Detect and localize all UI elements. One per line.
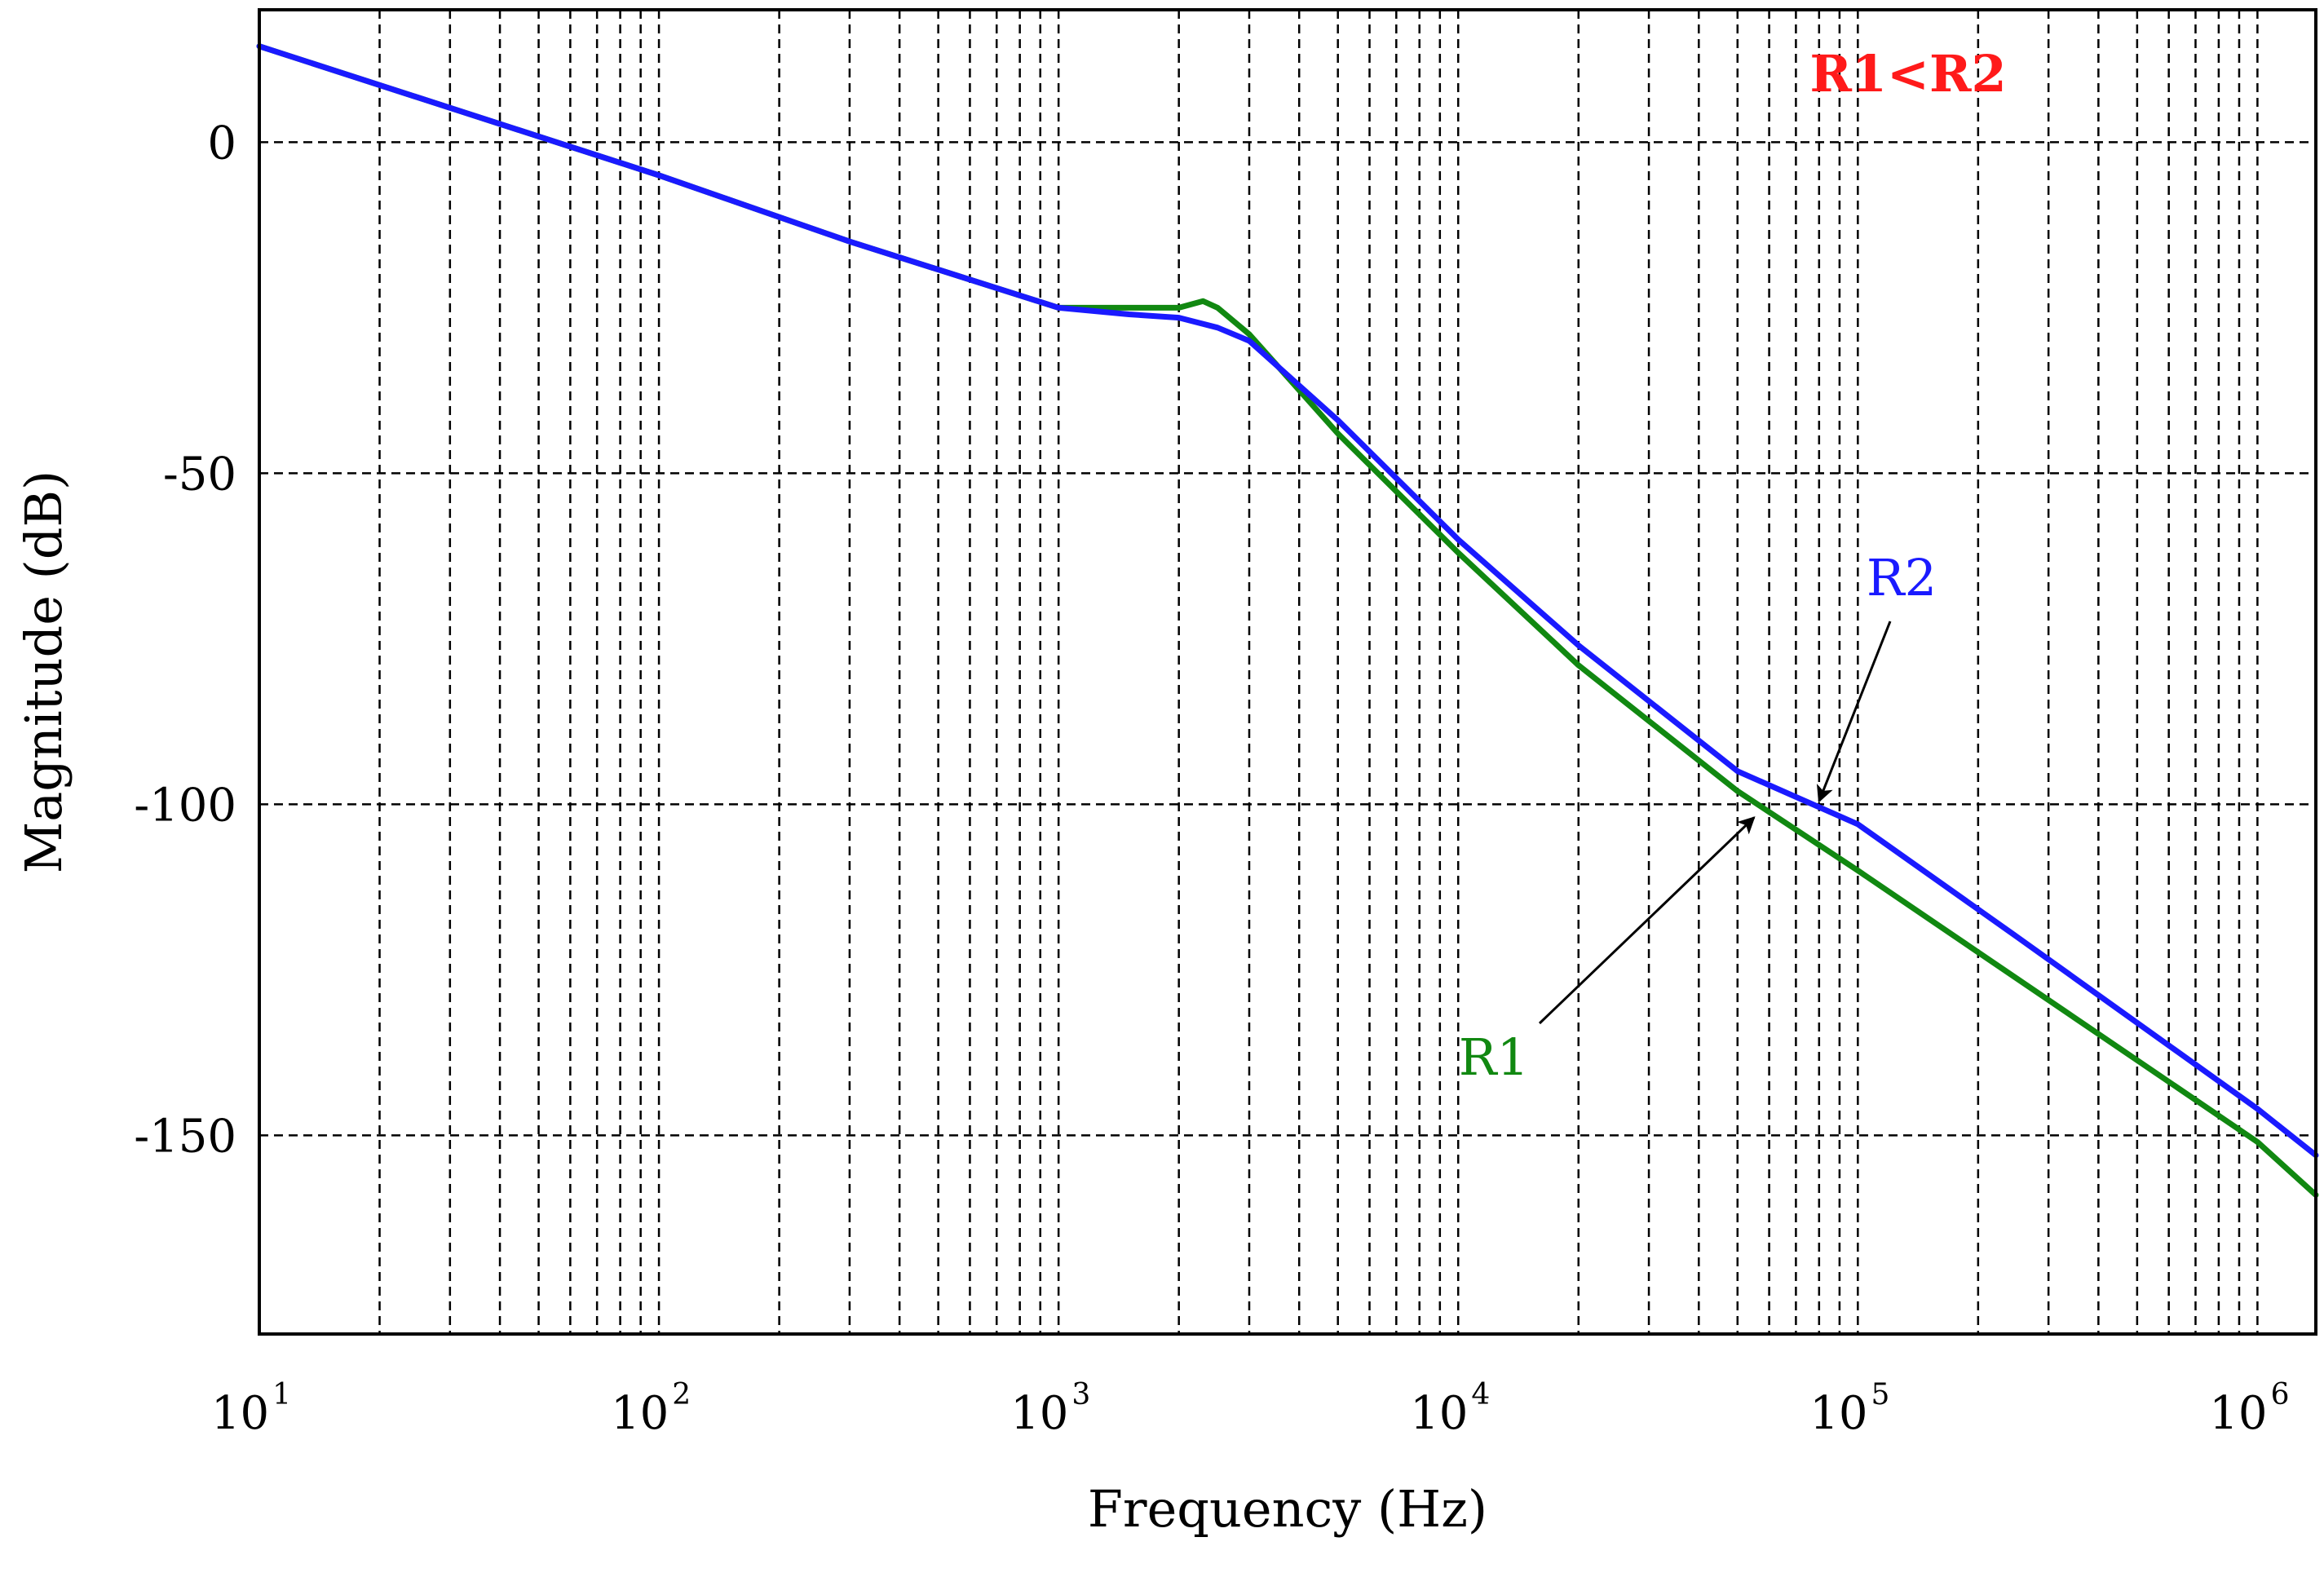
arrow-r1 bbox=[1538, 816, 1756, 1025]
series-line-r2 bbox=[256, 43, 2319, 1159]
y-tick-label: -100 bbox=[134, 779, 236, 832]
x-tick-base: 10 bbox=[1010, 1387, 1068, 1440]
x-tick-label: 10 5 bbox=[1809, 1378, 1889, 1440]
x-tick-base: 10 bbox=[1809, 1387, 1867, 1440]
x-tick-exponent: 2 bbox=[672, 1378, 691, 1411]
series-layer bbox=[256, 43, 2319, 1198]
y-axis-ticks: 0 -50 -100 -150 bbox=[134, 117, 236, 1163]
x-tick-base: 10 bbox=[2209, 1387, 2267, 1440]
x-tick-exponent: 3 bbox=[1071, 1378, 1090, 1411]
annotation-r1-lt-r2: R1<R2 bbox=[1809, 44, 2006, 104]
x-tick-exponent: 6 bbox=[2271, 1378, 2290, 1411]
y-tick-label: -50 bbox=[163, 448, 236, 501]
label-r1: R1 bbox=[1459, 1027, 1529, 1087]
x-tick-label: 10 4 bbox=[1410, 1378, 1490, 1440]
x-tick-label: 10 3 bbox=[1010, 1378, 1090, 1440]
x-axis-label: Frequency (Hz) bbox=[1088, 1479, 1487, 1539]
grid-lines bbox=[259, 10, 2316, 1334]
x-tick-label: 10 6 bbox=[2209, 1378, 2289, 1440]
label-r2: R2 bbox=[1867, 548, 1937, 607]
plot-frame bbox=[258, 8, 2317, 1336]
x-tick-exponent: 4 bbox=[1471, 1378, 1490, 1411]
y-axis-label: Magnitude (dB) bbox=[14, 470, 73, 873]
x-tick-base: 10 bbox=[211, 1387, 269, 1440]
x-tick-label: 10 1 bbox=[211, 1378, 291, 1440]
y-tick-label: -150 bbox=[134, 1110, 236, 1163]
x-tick-exponent: 5 bbox=[1871, 1378, 1889, 1411]
x-axis-ticks: 10 1 10 2 10 3 10 4 10 5 10 6 bbox=[211, 1378, 2290, 1440]
y-tick-label: 0 bbox=[207, 117, 236, 170]
x-tick-base: 10 bbox=[1410, 1387, 1468, 1440]
x-tick-exponent: 1 bbox=[272, 1378, 291, 1411]
annotations: R1<R2 R2 R1 bbox=[1459, 44, 2007, 1087]
x-tick-base: 10 bbox=[611, 1387, 669, 1440]
arrow-r2 bbox=[1816, 621, 1892, 803]
x-tick-label: 10 2 bbox=[611, 1378, 691, 1440]
